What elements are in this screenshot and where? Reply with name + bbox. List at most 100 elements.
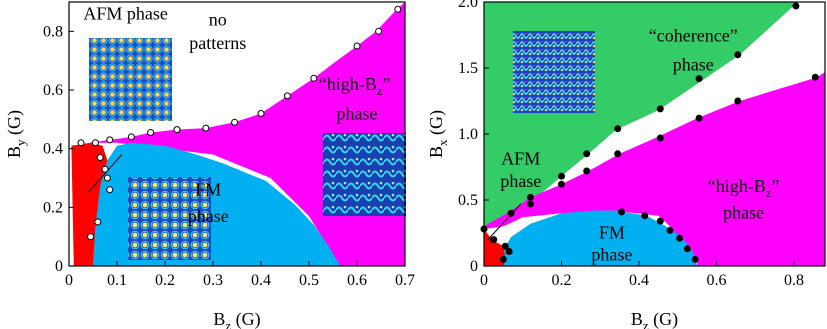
- afm-inset-image: [89, 38, 172, 121]
- boundary-point: [106, 136, 114, 144]
- fm-inset-image: [128, 177, 211, 260]
- boundary-point: [695, 114, 703, 122]
- y-tick-label: 0.4: [43, 141, 63, 158]
- boundary-point: [127, 133, 135, 141]
- phase-label: phase: [188, 206, 229, 226]
- boundary-point: [101, 165, 109, 173]
- x-tick-label: 0.2: [552, 272, 572, 289]
- boundary-point: [94, 218, 102, 226]
- x-tick-label: 0.4: [629, 272, 649, 289]
- boundary-point: [173, 126, 181, 134]
- boundary-point: [77, 139, 85, 147]
- phase-label: patterns: [189, 33, 246, 53]
- boundary-point: [792, 2, 800, 10]
- x-tick-label: 0.8: [784, 272, 804, 289]
- phase-label: AFM: [501, 148, 540, 168]
- phase-label: phase: [500, 171, 541, 191]
- phase-label: FM: [195, 180, 221, 200]
- left-phase-diagram: 0 0.1 0.2 0.3 0.4 0.5 0.6 0.7 0 0.2 0.4 0.6 0.8 Bz (G…: [4, 1, 415, 329]
- phase-label: phase: [337, 103, 378, 123]
- boundary-point: [558, 180, 565, 188]
- boundary-point: [691, 255, 699, 263]
- afm-pointer-line: [487, 203, 522, 240]
- x-tick-label: 0.5: [299, 272, 319, 289]
- plot-frame: [68, 1, 406, 267]
- boundary-point: [614, 150, 622, 158]
- boundary-point: [676, 234, 684, 242]
- phase-label: phase: [723, 202, 764, 222]
- boundary-point: [283, 92, 291, 100]
- boundary-point: [106, 186, 114, 194]
- x-tick-label: 0.3: [203, 272, 223, 289]
- y-tick-label: 2.0: [458, 0, 478, 11]
- boundary-point: [505, 248, 513, 255]
- phase-label: “high-Bz”: [708, 176, 780, 200]
- y-tick-label: 0.5: [458, 192, 478, 209]
- highbz-inset-image: [323, 133, 406, 216]
- boundary-point: [91, 139, 99, 147]
- region-high-bz: [484, 72, 825, 266]
- boundary-point: [375, 27, 383, 35]
- x-tick-label: 0.4: [251, 272, 271, 289]
- y-axis-label: Bx (G): [426, 110, 450, 158]
- boundary-point: [656, 217, 664, 225]
- boundary-point: [310, 74, 318, 82]
- y-tick-label: 0.6: [43, 82, 63, 99]
- boundary-point: [666, 226, 674, 234]
- phase-label: phase: [673, 55, 714, 75]
- boundary-point: [490, 236, 498, 244]
- boundary-point: [527, 200, 534, 208]
- x-axis-label: Bz (G): [213, 309, 260, 329]
- boundary-point: [734, 51, 742, 59]
- x-tick-label: 0.1: [107, 272, 127, 289]
- boundary-point: [656, 134, 664, 142]
- boundary-point: [583, 150, 591, 158]
- boundary-point: [499, 255, 507, 263]
- phase-label: FM: [599, 222, 625, 242]
- boundary-point: [583, 167, 591, 175]
- right-phase-diagram: 0 0.2 0.4 0.6 0.8 0 0.5 1.0 1.5 2.0 Bz (G) Bx (G) “c…: [426, 0, 826, 329]
- boundary-point: [87, 233, 95, 241]
- phase-label: “high-Bz”: [319, 74, 391, 98]
- boundary-point: [614, 125, 622, 133]
- x-tick-label: 0.6: [707, 272, 727, 289]
- y-tick-label: 1.5: [458, 60, 478, 77]
- boundary-point: [257, 110, 265, 117]
- y-tick-label: 0.2: [43, 199, 63, 216]
- phase-label: “coherence”: [649, 26, 738, 46]
- boundary-point: [394, 5, 402, 13]
- y-axis-label: By (G): [4, 110, 28, 158]
- boundary-point: [96, 154, 104, 161]
- boundary-point: [558, 172, 565, 180]
- x-tick-label: 0: [65, 272, 73, 289]
- boundary-point: [147, 129, 155, 136]
- boundary-point: [641, 212, 649, 220]
- boundary-point: [103, 174, 111, 182]
- phase-label: no: [209, 9, 227, 29]
- boundary-point: [618, 208, 626, 216]
- phase-label: AFM phase: [83, 4, 168, 24]
- boundary-point: [507, 209, 515, 217]
- y-tick-label: 1.0: [458, 126, 478, 143]
- boundary-point: [202, 124, 210, 132]
- boundary-point: [353, 42, 361, 50]
- x-axis-label: Bz (G): [631, 309, 678, 329]
- coherence-inset-image: [513, 31, 595, 113]
- x-tick-label: 0.2: [155, 272, 175, 289]
- boundary-point: [527, 193, 534, 201]
- x-tick-label: 0.7: [395, 272, 415, 289]
- x-tick-label: 0: [480, 272, 488, 289]
- region-fm: [503, 210, 698, 266]
- y-tick-label: 0.8: [43, 23, 63, 40]
- afm-pointer-line: [87, 154, 123, 193]
- boundary-point: [683, 245, 691, 253]
- boundary-point: [656, 105, 664, 113]
- boundary-point: [734, 97, 742, 105]
- x-tick-label: 0.6: [347, 272, 367, 289]
- boundary-point: [695, 75, 703, 83]
- boundary-point: [231, 118, 239, 126]
- y-tick-label: 0: [55, 258, 63, 275]
- y-tick-label: 0: [470, 258, 478, 275]
- phase-label: phase: [591, 245, 632, 265]
